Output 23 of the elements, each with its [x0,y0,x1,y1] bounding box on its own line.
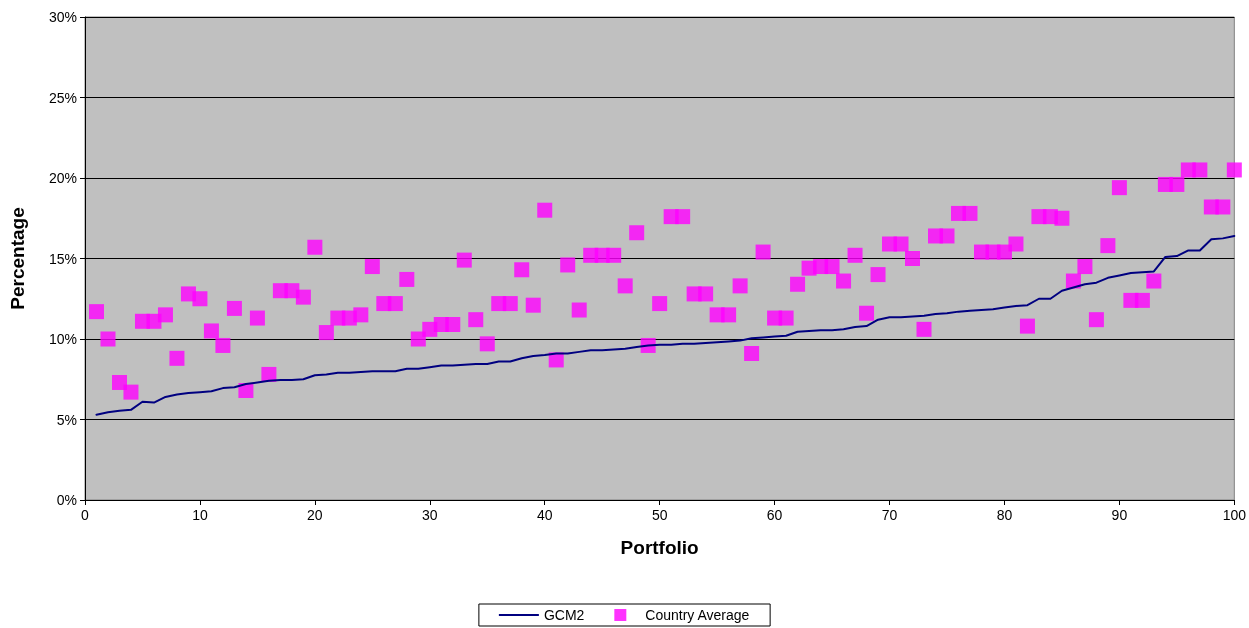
x-tick-label: 90 [1111,507,1128,523]
y-tick-label: 0% [56,492,77,508]
y-tick-label: 5% [56,411,77,428]
legend-label: Country Average [645,607,750,623]
x-tick-label: 50 [651,507,668,523]
y-tick-label: 10% [48,331,77,347]
line-series [95,234,1236,416]
y-tick-label: 25% [48,89,77,106]
x-tick-label: 40 [536,507,553,523]
x-tick-label: 20 [307,507,323,523]
y-tick-label: 30% [48,9,77,25]
x-axis-title: Portfolio [620,537,699,558]
y-tick-label: 15% [48,250,77,267]
x-tick-label: 80 [996,507,1013,523]
legend-label: GCM2 [543,607,585,623]
y-tick-label: 20% [48,170,77,186]
x-tick-label: 60 [766,507,783,523]
y-axis-title: Percentage [7,207,28,310]
x-tick-label: 70 [881,507,898,523]
x-tick-label: 30 [422,507,438,523]
x-tick-label: 0 [81,507,90,523]
x-tick-label: 10 [192,507,208,523]
x-tick-label: 100 [1222,507,1247,523]
